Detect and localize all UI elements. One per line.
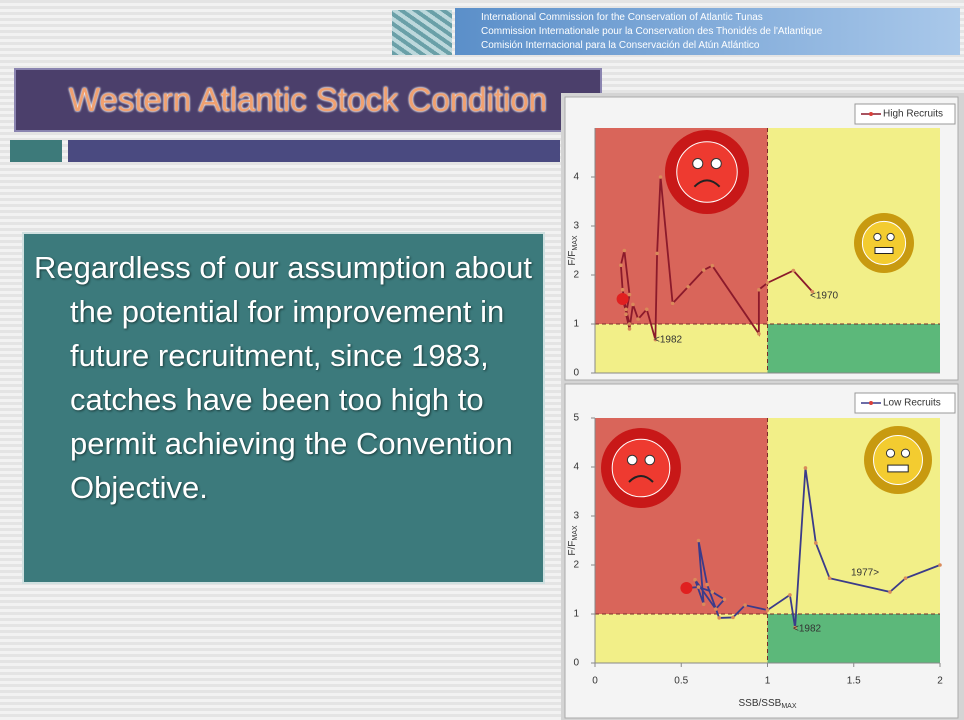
face-mouth — [875, 248, 893, 254]
data-point — [717, 616, 721, 620]
face-eye — [627, 455, 637, 465]
data-point — [659, 175, 663, 179]
data-point — [624, 308, 628, 312]
face-eye — [874, 233, 881, 240]
data-point — [619, 263, 623, 267]
data-point — [766, 281, 770, 285]
annotation: <1982 — [654, 335, 683, 346]
data-point — [645, 308, 649, 312]
y-tick-label: 3 — [573, 511, 579, 522]
data-point — [711, 590, 715, 594]
data-point — [788, 593, 792, 597]
data-point — [711, 264, 715, 268]
face-mouth — [888, 465, 908, 472]
data-point — [904, 576, 908, 580]
x-axis-label-main: SSB/SSB — [739, 698, 782, 709]
legend-label: High Recruits — [883, 109, 943, 120]
x-tick-label: 1.5 — [847, 676, 861, 687]
face-eye — [645, 455, 655, 465]
data-point — [757, 288, 761, 292]
face-eye — [901, 449, 909, 457]
data-point — [686, 285, 690, 289]
data-point — [617, 293, 629, 305]
y-tick-label: 4 — [573, 172, 579, 183]
y-tick-label: 4 — [573, 462, 579, 473]
annotation: 1977> — [851, 568, 879, 579]
y-axis-label-sub: MAX — [572, 525, 579, 541]
data-point — [888, 590, 892, 594]
zone-yellow — [595, 324, 768, 373]
charts: 01234F/FMAXHigh Recruits<1970<1982012345… — [0, 0, 964, 720]
x-tick-label: 0 — [592, 676, 598, 687]
data-point — [655, 252, 659, 256]
data-point — [723, 598, 727, 602]
zone-yellow — [768, 128, 941, 324]
data-point — [631, 303, 635, 307]
data-point — [731, 616, 735, 620]
data-point — [693, 578, 697, 582]
data-point — [624, 312, 628, 316]
data-point — [621, 288, 625, 292]
data-point — [714, 607, 718, 611]
face — [862, 221, 905, 264]
annotation: <1970 — [810, 291, 839, 302]
y-tick-label: 0 — [573, 368, 579, 379]
face — [677, 142, 737, 202]
face-eye — [887, 233, 894, 240]
x-axis-label-sub: MAX — [781, 703, 797, 710]
y-tick-label: 1 — [573, 319, 579, 330]
face-eye — [711, 159, 721, 169]
data-point — [671, 302, 675, 306]
legend-marker — [869, 112, 873, 116]
data-point — [792, 269, 796, 273]
y-axis-label-main: F/F — [567, 541, 578, 556]
zone-green — [768, 324, 941, 373]
data-point — [702, 268, 706, 272]
face — [874, 436, 923, 485]
zone-yellow — [595, 614, 768, 663]
data-point — [702, 602, 706, 606]
face — [612, 439, 670, 497]
x-tick-label: 0.5 — [674, 676, 688, 687]
data-point — [766, 608, 770, 612]
y-tick-label: 1 — [573, 609, 579, 620]
legend-label: Low Recruits — [883, 398, 941, 409]
annotation: <1982 — [793, 624, 822, 635]
data-point — [705, 583, 709, 587]
legend-marker — [869, 401, 873, 405]
y-tick-label: 3 — [573, 221, 579, 232]
data-point — [680, 582, 692, 594]
face-eye — [886, 449, 894, 457]
y-tick-label: 5 — [573, 413, 579, 424]
data-point — [814, 541, 818, 545]
data-point — [623, 249, 627, 253]
data-point — [628, 322, 632, 326]
slide: International Commission for the Conserv… — [0, 0, 964, 720]
data-point — [743, 603, 747, 607]
data-point — [628, 327, 632, 331]
data-point — [828, 576, 832, 580]
y-tick-label: 2 — [573, 270, 579, 281]
data-point — [628, 293, 632, 297]
y-tick-label: 0 — [573, 658, 579, 669]
data-point — [697, 539, 701, 543]
data-point — [804, 466, 808, 470]
y-tick-label: 2 — [573, 560, 579, 571]
data-point — [636, 317, 640, 321]
data-point — [757, 332, 761, 336]
data-point — [697, 585, 701, 589]
face-eye — [693, 159, 703, 169]
x-tick-label: 1 — [765, 676, 771, 687]
data-point — [938, 563, 942, 567]
y-axis-label-sub: MAX — [572, 235, 579, 251]
y-axis-label-main: F/F — [567, 251, 578, 266]
x-tick-label: 2 — [937, 676, 943, 687]
